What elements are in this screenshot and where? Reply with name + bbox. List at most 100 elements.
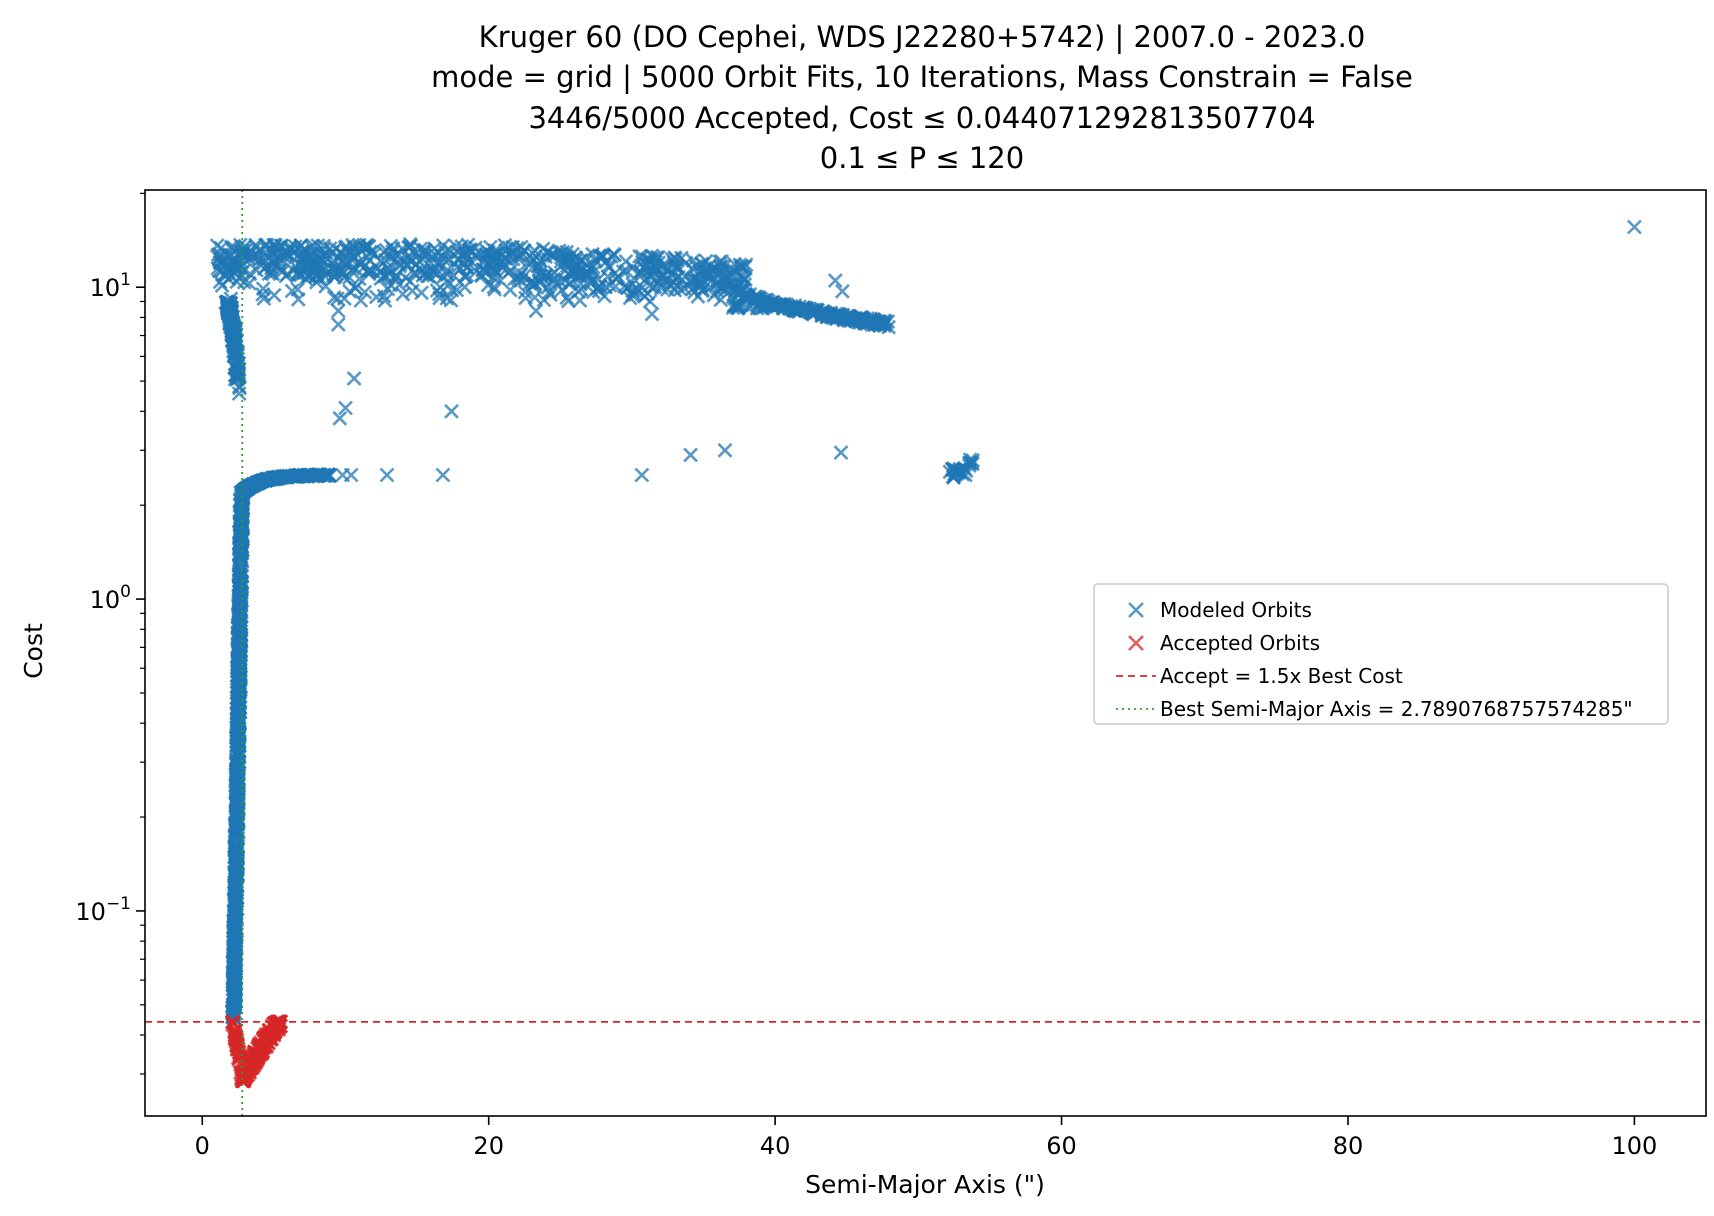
x-tick-label: 40 <box>760 1132 791 1160</box>
modeled-orbit-point <box>833 445 849 461</box>
modeled-orbit-point <box>749 300 765 316</box>
modeled-orbit-point <box>457 268 473 284</box>
modeled-orbit-point <box>578 250 594 265</box>
modeled-orbit-point <box>231 700 247 716</box>
modeled-orbit-point <box>266 287 282 303</box>
modeled-orbit-point <box>230 789 246 805</box>
modeled-orbit-point <box>474 262 490 278</box>
legend-marker <box>1128 602 1144 618</box>
modeled-orbit-point <box>439 290 455 306</box>
modeled-orbit-point <box>782 301 798 317</box>
modeled-orbit-point <box>353 293 369 308</box>
modeled-orbit-point <box>357 284 373 300</box>
modeled-orbit-point <box>435 467 451 483</box>
modeled-orbit-point <box>632 248 647 264</box>
modeled-orbit-point <box>294 468 310 484</box>
y-tick-label: 100 <box>90 582 131 614</box>
modeled-orbit-point <box>234 499 250 515</box>
legend-item: Best Semi-Major Axis = 2.789076875757428… <box>1116 697 1633 721</box>
x-tick-label: 0 <box>195 1132 210 1160</box>
y-tick-label: 101 <box>90 270 131 302</box>
legend-item: Accept = 1.5x Best Cost <box>1116 664 1403 688</box>
y-axis: 10−1 100 101 <box>75 192 145 1075</box>
modeled-orbit-point <box>730 300 746 316</box>
modeled-orbit-point <box>769 298 785 314</box>
modeled-orbit-point <box>448 238 464 254</box>
accepted-orbit-point <box>260 1027 276 1043</box>
modeled-orbit-point <box>583 273 599 289</box>
modeled-orbit-point <box>234 545 250 561</box>
modeled-orbit-point <box>228 985 244 1001</box>
modeled-orbit-point <box>248 262 264 278</box>
modeled-orbit-point <box>390 254 406 270</box>
accepted-orbit-point <box>241 1056 257 1072</box>
modeled-orbit-point <box>487 282 503 297</box>
modeled-orbit-point <box>664 268 680 284</box>
x-tick-label: 60 <box>1046 1132 1077 1160</box>
modeled-orbit-point <box>212 274 228 290</box>
modeled-orbit-point <box>686 284 702 300</box>
modeled-orbit-point <box>490 270 506 286</box>
legend-label: Best Semi-Major Axis = 2.789076875757428… <box>1160 697 1633 721</box>
y-axis-label: Cost <box>19 623 48 679</box>
modeled-orbit-point <box>232 556 248 572</box>
modeled-orbit-point <box>250 476 266 491</box>
modeled-orbit-point <box>945 461 961 477</box>
modeled-orbit-point <box>388 271 404 287</box>
modeled-orbit-point <box>232 562 248 578</box>
modeled-orbit-point <box>497 237 513 253</box>
modeled-orbit-point <box>467 240 483 256</box>
modeled-orbit-point <box>230 624 246 640</box>
modeled-orbit-point <box>526 276 542 292</box>
legend-item: Accepted Orbits <box>1128 631 1320 655</box>
modeled-orbit-point <box>634 467 650 483</box>
modeled-orbit-point <box>290 291 306 307</box>
modeled-orbit-point <box>220 300 236 316</box>
modeled-orbit-point <box>485 255 500 271</box>
reference-lines <box>145 190 1706 1116</box>
modeled-orbit-point <box>1626 219 1642 235</box>
legend-label: Accept = 1.5x Best Cost <box>1160 664 1403 688</box>
modeled-orbit-point <box>732 286 748 301</box>
modeled-orbit-point <box>332 410 348 426</box>
modeled-orbit-point <box>872 314 888 330</box>
modeled-orbit-point <box>536 271 552 287</box>
modeled-orbit-point <box>738 257 754 273</box>
modeled-orbit-point <box>231 715 247 731</box>
modeled-orbit-point <box>703 274 719 289</box>
modeled-orbit-point <box>221 271 237 287</box>
modeled-orbit-point <box>726 256 742 272</box>
modeled-orbit-point <box>539 244 555 260</box>
modeled-orbit-point <box>444 403 459 419</box>
modeled-orbit-point <box>346 370 362 386</box>
modeled-orbit-point <box>502 282 518 298</box>
modeled-orbit-point <box>836 312 852 328</box>
modeled-orbit-point <box>276 468 292 484</box>
modeled-orbit-point <box>670 260 685 276</box>
modeled-orbit-point <box>565 246 581 262</box>
modeled-orbit-point <box>559 290 575 306</box>
modeled-orbit-point <box>280 248 296 264</box>
modeled-orbit-point <box>229 732 245 748</box>
modeled-orbit-point <box>361 266 377 282</box>
modeled-orbit-point <box>315 242 331 258</box>
modeled-orbit-point <box>330 316 346 332</box>
modeled-orbit-point <box>825 309 841 325</box>
modeled-orbit-point <box>368 289 384 305</box>
modeled-orbit-point <box>248 237 264 253</box>
modeled-orbit-point <box>236 274 252 290</box>
modeled-orbit-point <box>213 247 229 263</box>
modeled-orbit-point <box>450 252 466 268</box>
modeled-orbit-point <box>221 295 237 311</box>
modeled-orbit-point <box>551 243 567 259</box>
modeled-orbit-point <box>379 467 395 483</box>
modeled-orbit-point <box>316 248 332 263</box>
modeled-orbit-point <box>414 263 430 279</box>
modeled-orbit-point <box>479 247 495 263</box>
x-axis-label: Semi-Major Axis (") <box>805 1170 1045 1199</box>
modeled-orbit-point <box>786 301 802 317</box>
modeled-orbit-point <box>536 292 552 308</box>
modeled-orbit-point <box>380 281 396 297</box>
modeled-orbit-point <box>401 239 417 255</box>
modeled-orbit-point <box>572 292 588 308</box>
